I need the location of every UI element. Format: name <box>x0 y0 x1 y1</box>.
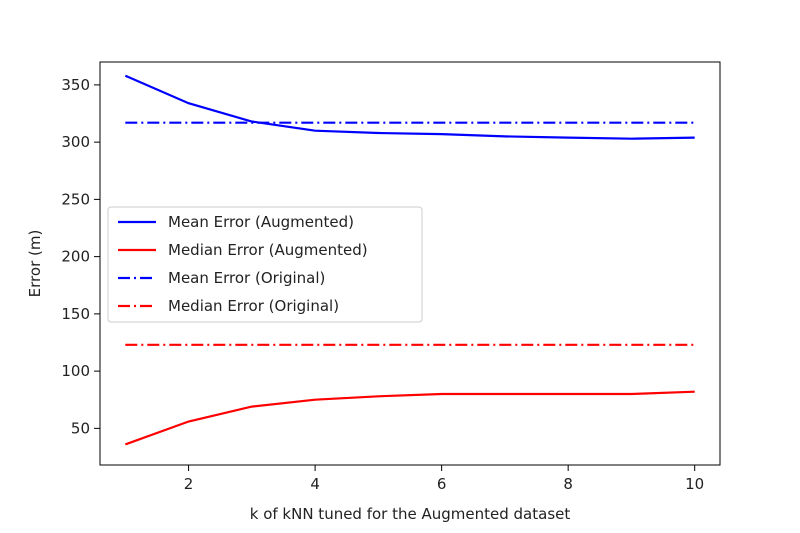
x-tick-label: 6 <box>437 475 447 493</box>
x-tick-label: 8 <box>563 475 573 493</box>
series-line-1 <box>124 74 695 140</box>
series-line-2 <box>124 390 695 446</box>
y-tick-label: 200 <box>61 248 90 266</box>
y-tick-label: 250 <box>61 190 90 208</box>
y-axis: 50 100 150 200 250 300 350 <box>61 76 100 437</box>
y-tick-label: 300 <box>61 133 90 151</box>
plot-frame <box>99 61 721 466</box>
legend-label: Mean Error (Augmented) <box>168 213 354 231</box>
y-tick-label: 50 <box>71 419 90 437</box>
legend-label: Median Error (Augmented) <box>168 241 368 259</box>
legend-label: Mean Error (Original) <box>168 269 325 287</box>
x-tick-label: 10 <box>685 475 704 493</box>
y-tick-label: 350 <box>61 76 90 94</box>
x-tick-label: 4 <box>310 475 320 493</box>
x-tick-label: 2 <box>184 475 194 493</box>
legend-label: Median Error (Original) <box>168 297 339 315</box>
y-axis-label: Error (m) <box>26 230 44 298</box>
x-axis-label: k of kNN tuned for the Augmented dataset <box>250 505 571 523</box>
legend-box <box>107 206 423 323</box>
series-layer <box>124 74 695 446</box>
y-tick-label: 150 <box>61 305 90 323</box>
y-tick-label: 100 <box>61 362 90 380</box>
x-axis: 2 4 6 8 10 <box>184 465 704 493</box>
legend: Mean Error (Augmented) Median Error (Augm… <box>107 206 423 323</box>
